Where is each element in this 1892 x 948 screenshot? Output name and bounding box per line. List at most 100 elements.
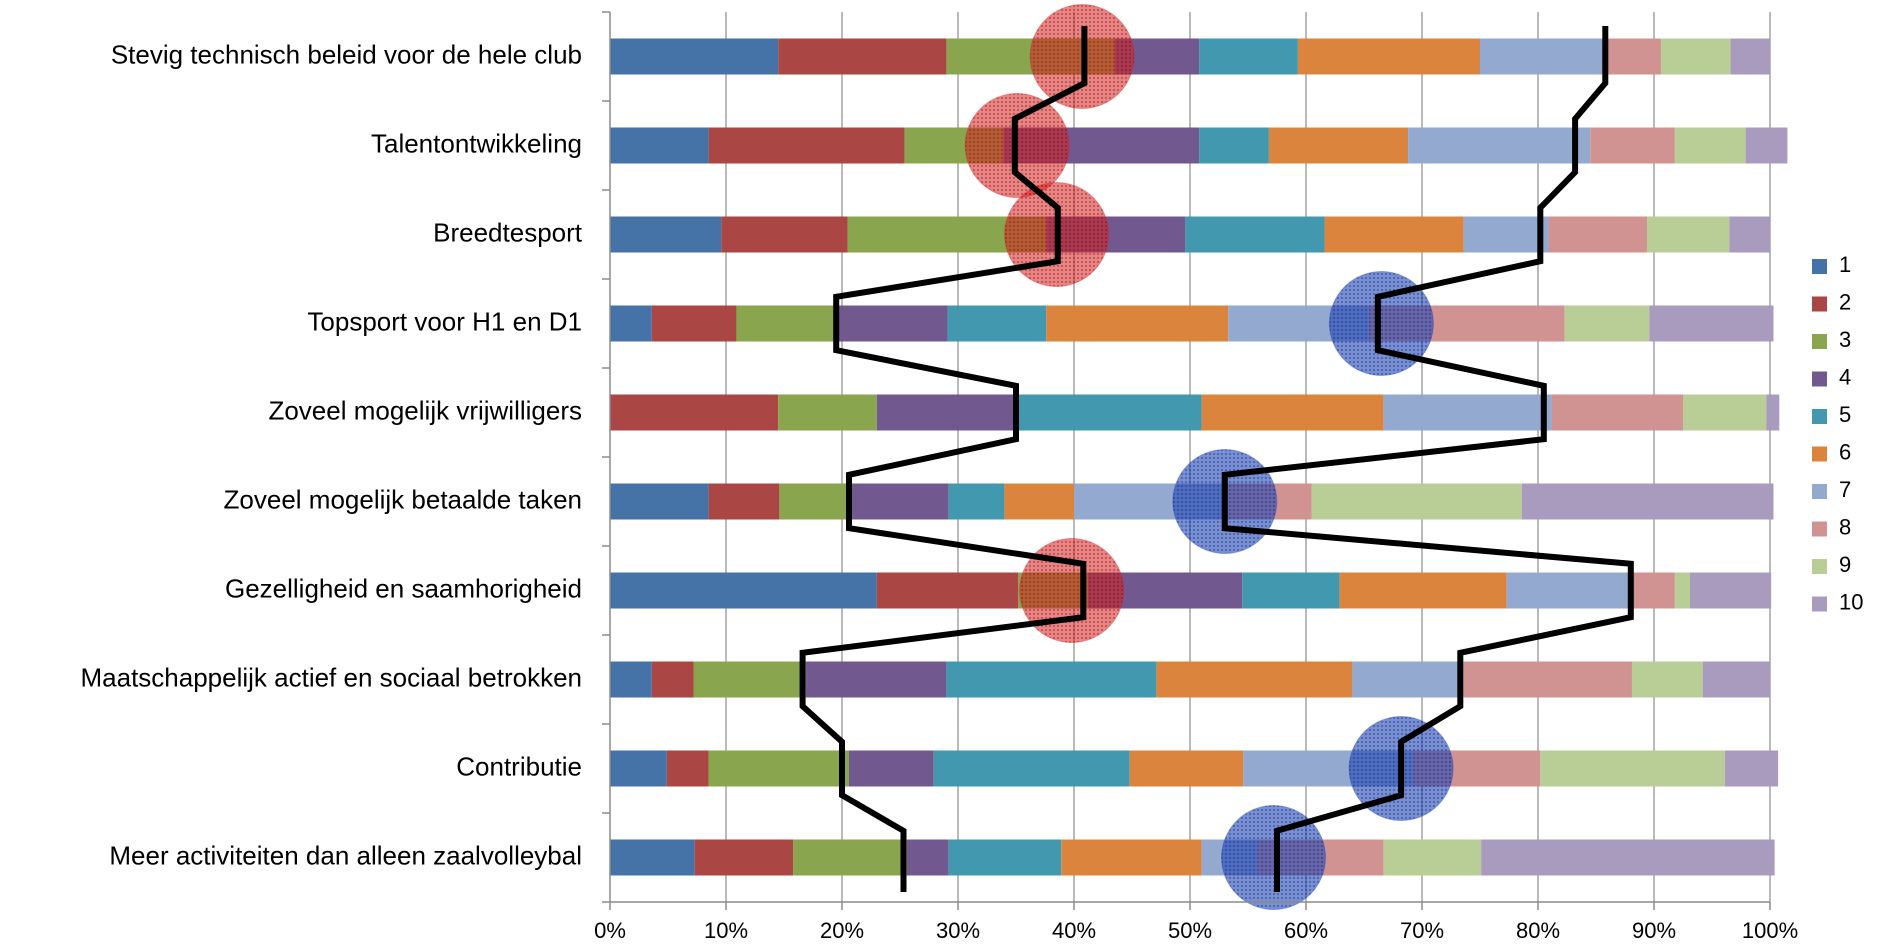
x-tick-label: 10% [704, 918, 748, 943]
bar-segment-series-1 [610, 572, 877, 609]
bar-segment-series-5 [1199, 127, 1269, 164]
category-label: Maatschappelijk actief en sociaal betrok… [80, 662, 582, 692]
bar-segment-series-10 [1649, 305, 1774, 342]
bar-segment-series-6 [1339, 572, 1507, 609]
x-tick-label: 80% [1516, 918, 1560, 943]
x-tick-label: 0% [594, 918, 626, 943]
bar-segment-series-1 [610, 483, 709, 520]
legend-label: 10 [1839, 589, 1863, 614]
bar-segment-series-5 [1185, 216, 1325, 253]
bar-segment-series-8 [1633, 572, 1675, 609]
legend-swatch [1812, 409, 1827, 424]
bar-segment-series-5 [946, 661, 1157, 698]
x-tick-label: 30% [936, 918, 980, 943]
bar-segment-series-3 [779, 483, 851, 520]
legend-swatch [1812, 596, 1827, 612]
trend-lines [799, 26, 1634, 892]
bar-segment-series-10 [1729, 216, 1770, 253]
highlight-circle-blue [1221, 805, 1327, 910]
bar-segment-series-1 [610, 127, 709, 164]
legend-swatch [1812, 521, 1827, 537]
bar-segment-series-1 [610, 750, 667, 787]
category-label: Zoveel mogelijk vrijwilligers [268, 395, 582, 425]
bar-segment-series-5 [933, 750, 1130, 787]
bar-segment-series-4 [850, 483, 949, 520]
bar-segment-series-9 [1311, 483, 1522, 520]
bar-segment-series-4 [835, 305, 948, 342]
x-tick-label: 60% [1284, 918, 1328, 943]
bar-segment-series-6 [1268, 127, 1409, 164]
bar-segment-series-5 [1242, 572, 1340, 609]
bar-segment-series-2 [651, 661, 694, 698]
bar-segment-series-9 [1674, 127, 1746, 164]
bar-segment-series-7 [1408, 127, 1591, 164]
legend-swatch [1812, 334, 1827, 349]
legend-label: 8 [1839, 514, 1851, 539]
bar-segment-series-8 [1606, 38, 1661, 75]
bar-segment-series-10 [1481, 839, 1775, 876]
upper-line [1221, 26, 1634, 892]
legend-swatch [1812, 259, 1827, 274]
bar-segment-series-9 [1660, 38, 1731, 75]
bar-segment-series-9 [1647, 216, 1730, 253]
category-label: Gezelligheid en saamhorigheid [225, 573, 582, 603]
bar-segment-series-1 [610, 839, 695, 876]
bar-segment-series-2 [778, 38, 947, 75]
lower-line [799, 26, 1088, 892]
legend-swatch [1812, 484, 1827, 499]
category-label: Contributie [456, 751, 582, 781]
legend-swatch [1812, 371, 1827, 387]
bar-segment-series-9 [1383, 839, 1482, 876]
legend-swatch [1812, 559, 1827, 574]
bar-segment-series-10 [1766, 394, 1780, 431]
bar-segment-series-2 [708, 127, 905, 164]
x-tick-label: 20% [820, 918, 864, 943]
bar-segment-series-2 [666, 750, 709, 787]
bar-segment-series-6 [1004, 483, 1074, 520]
category-labels: Stevig technisch beleid voor de hele clu… [80, 39, 582, 870]
bar-segment-series-5 [1199, 38, 1298, 75]
bar-segment-series-10 [1521, 483, 1774, 520]
bar-segment-series-7 [1480, 38, 1607, 75]
bar-segment-series-9 [1564, 305, 1650, 342]
bar-segment-series-1 [610, 216, 722, 253]
bar-segment-series-9 [1683, 394, 1767, 431]
bar-segment-series-6 [1324, 216, 1464, 253]
x-tick-label: 40% [1052, 918, 1096, 943]
bar-segment-series-9 [1631, 661, 1703, 698]
bar-segment-series-9 [1674, 572, 1690, 609]
bar-segment-series-7 [1463, 216, 1549, 253]
bar-segment-series-10 [1702, 661, 1770, 698]
bar-segment-series-3 [693, 661, 807, 698]
x-tick-label: 70% [1400, 918, 1444, 943]
category-label: Zoveel mogelijk betaalde taken [224, 484, 582, 514]
bar-segment-series-2 [876, 572, 1019, 609]
legend-label: 4 [1839, 364, 1851, 389]
bar-segment-series-8 [1463, 661, 1632, 698]
category-label: Talentontwikkeling [371, 128, 582, 158]
legend-label: 6 [1839, 439, 1851, 464]
bar-segment-series-2 [694, 839, 794, 876]
bar-segment-series-9 [1540, 750, 1725, 787]
legend-label: 9 [1839, 552, 1851, 577]
bar-segment-series-10 [1689, 572, 1772, 609]
bar-segment-series-2 [651, 305, 737, 342]
legend-label: 2 [1839, 289, 1851, 314]
category-label: Topsport voor H1 en D1 [307, 306, 582, 336]
x-tick-label: 50% [1168, 918, 1212, 943]
legend-label: 7 [1839, 477, 1851, 502]
bar-segment-series-3 [793, 839, 907, 876]
bar-segment-series-8 [1551, 394, 1683, 431]
bar-segment-series-6 [1129, 750, 1244, 787]
x-tick-labels: 0% 10% 20% 30% 40% 50% 60% 70% 80% 90% 100% [594, 918, 1798, 943]
legend-label: 1 [1839, 252, 1851, 277]
bar-segment-series-6 [1297, 38, 1480, 75]
category-label: Breedtesport [433, 217, 583, 247]
category-label: Meer activiteiten dan alleen zaalvolleyb… [109, 840, 582, 870]
bar-segment-series-3 [736, 305, 836, 342]
bar-segment-series-1 [610, 661, 652, 698]
bar-segment-series-4 [876, 394, 1019, 431]
bar-segment-series-10 [1745, 127, 1788, 164]
bar-segment-series-6 [1156, 661, 1353, 698]
